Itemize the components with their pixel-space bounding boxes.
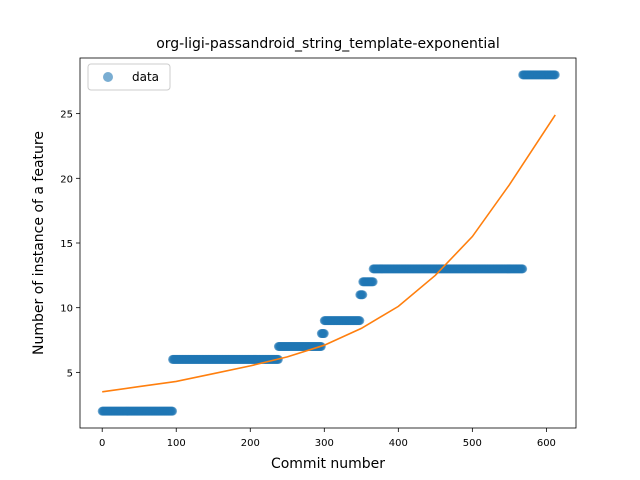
y-tick-label: 5 bbox=[67, 368, 73, 379]
y-tick-label: 20 bbox=[60, 174, 73, 185]
data-point bbox=[168, 406, 178, 416]
plot-background bbox=[80, 58, 576, 428]
y-tick-label: 10 bbox=[60, 304, 73, 315]
legend-entry-data: data bbox=[132, 70, 159, 84]
data-point bbox=[550, 70, 560, 80]
chart-title: org-ligi-passandroid_string_template-exp… bbox=[156, 36, 500, 52]
x-axis: 0 100 200 300 400 500 600 bbox=[99, 428, 556, 449]
data-point bbox=[355, 316, 365, 326]
x-tick-label: 100 bbox=[167, 438, 186, 449]
x-axis-label: Commit number bbox=[271, 456, 385, 472]
y-axis-label: Number of instance of a feature bbox=[31, 131, 47, 355]
y-axis: 5 10 15 20 25 bbox=[60, 110, 80, 379]
x-tick-label: 400 bbox=[389, 438, 408, 449]
y-tick-label: 25 bbox=[60, 110, 73, 121]
data-point bbox=[358, 290, 368, 300]
fit-layer bbox=[102, 114, 556, 393]
x-tick-label: 300 bbox=[315, 438, 334, 449]
legend-marker bbox=[103, 72, 113, 82]
data-layer bbox=[97, 70, 560, 416]
x-tick-label: 500 bbox=[463, 438, 482, 449]
legend-box bbox=[87, 63, 171, 91]
data-point bbox=[319, 329, 329, 339]
plot-area bbox=[80, 58, 576, 428]
x-tick-label: 200 bbox=[241, 438, 260, 449]
legend: data bbox=[87, 63, 171, 91]
x-tick-label: 0 bbox=[99, 438, 105, 449]
x-tick-label: 600 bbox=[537, 438, 556, 449]
data-point bbox=[368, 277, 378, 287]
y-tick-label: 15 bbox=[60, 239, 73, 250]
data-point bbox=[518, 264, 528, 274]
fit-line bbox=[102, 114, 556, 393]
